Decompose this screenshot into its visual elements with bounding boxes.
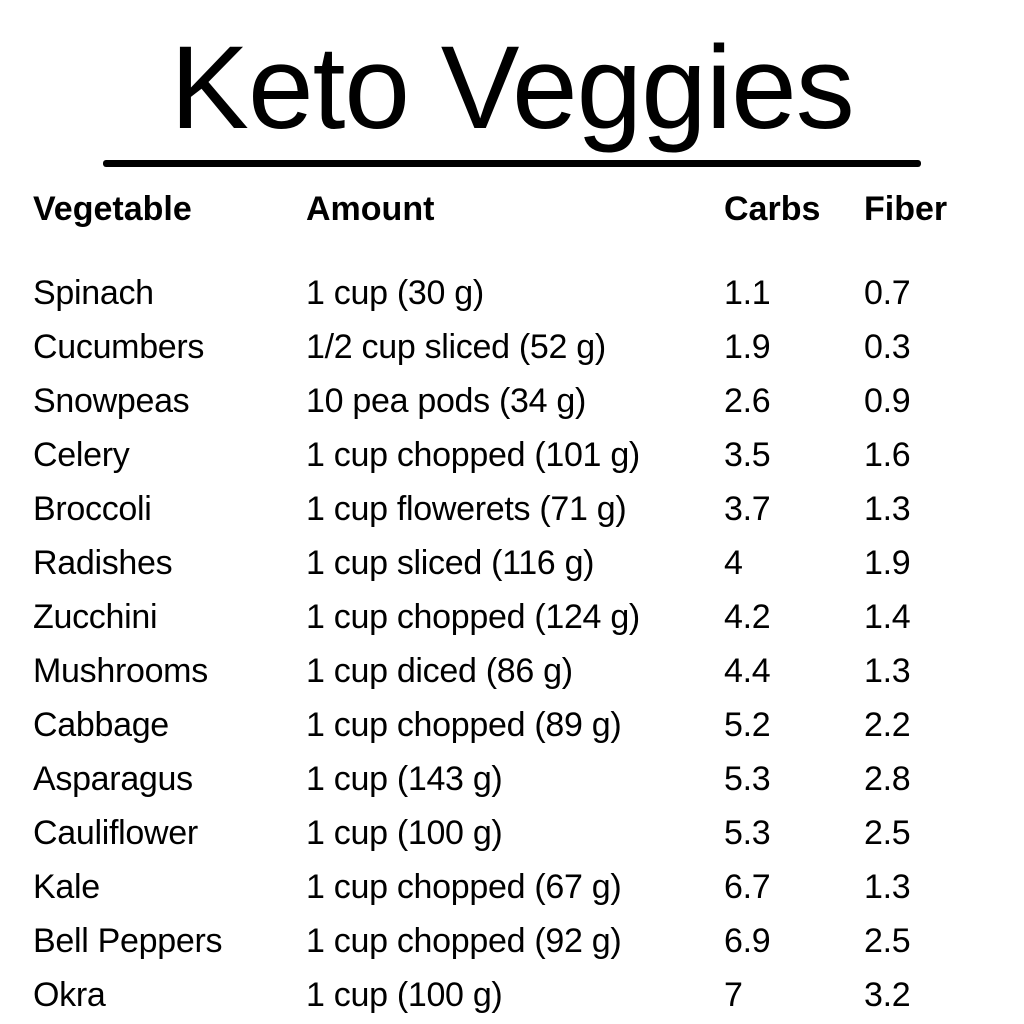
table-row: Zucchini 1 cup chopped (124 g) 4.2 1.4 bbox=[0, 590, 1024, 644]
header-amount: Amount bbox=[306, 190, 435, 228]
cell-vegetable: Cucumbers bbox=[33, 328, 205, 366]
cell-carbs: 4.2 bbox=[724, 598, 771, 636]
cell-vegetable: Snowpeas bbox=[33, 382, 190, 420]
cell-vegetable: Kale bbox=[33, 868, 100, 906]
table-row: Cucumbers 1/2 cup sliced (52 g) 1.9 0.3 bbox=[0, 320, 1024, 374]
cell-carbs: 4 bbox=[724, 544, 743, 582]
cell-amount: 1 cup chopped (124 g) bbox=[306, 598, 640, 636]
cell-amount: 1 cup chopped (67 g) bbox=[306, 868, 622, 906]
cell-amount: 10 pea pods (34 g) bbox=[306, 382, 587, 420]
cell-amount: 1 cup chopped (89 g) bbox=[306, 706, 622, 744]
cell-carbs: 6.9 bbox=[724, 922, 771, 960]
cell-carbs: 1.9 bbox=[724, 328, 771, 366]
cell-fiber: 2.5 bbox=[864, 922, 911, 960]
cell-vegetable: Bell Peppers bbox=[33, 922, 223, 960]
cell-amount: 1 cup chopped (101 g) bbox=[306, 436, 640, 474]
cell-carbs: 7 bbox=[724, 976, 743, 1014]
page-title: Keto Veggies bbox=[170, 22, 854, 154]
table-row: Cauliflower 1 cup (100 g) 5.3 2.5 bbox=[0, 806, 1024, 860]
cell-amount: 1 cup flowerets (71 g) bbox=[306, 490, 627, 528]
cell-amount: 1 cup (30 g) bbox=[306, 274, 484, 312]
cell-amount: 1 cup sliced (116 g) bbox=[306, 544, 595, 582]
cell-fiber: 0.3 bbox=[864, 328, 911, 366]
table-row: Snowpeas 10 pea pods (34 g) 2.6 0.9 bbox=[0, 374, 1024, 428]
cell-fiber: 1.3 bbox=[864, 868, 911, 906]
cell-fiber: 3.2 bbox=[864, 976, 911, 1014]
cell-amount: 1 cup diced (86 g) bbox=[306, 652, 573, 690]
cell-vegetable: Cauliflower bbox=[33, 814, 198, 852]
cell-fiber: 2.2 bbox=[864, 706, 911, 744]
table-row: Bell Peppers 1 cup chopped (92 g) 6.9 2.5 bbox=[0, 914, 1024, 968]
table-row: Okra 1 cup (100 g) 7 3.2 bbox=[0, 968, 1024, 1022]
cell-carbs: 2.6 bbox=[724, 382, 771, 420]
table-row: Radishes 1 cup sliced (116 g) 4 1.9 bbox=[0, 536, 1024, 590]
cell-fiber: 0.9 bbox=[864, 382, 911, 420]
cell-carbs: 3.7 bbox=[724, 490, 771, 528]
cell-carbs: 5.2 bbox=[724, 706, 771, 744]
cell-carbs: 5.3 bbox=[724, 760, 771, 798]
cell-fiber: 1.6 bbox=[864, 436, 911, 474]
cell-fiber: 2.8 bbox=[864, 760, 911, 798]
cell-fiber: 2.5 bbox=[864, 814, 911, 852]
cell-carbs: 3.5 bbox=[724, 436, 771, 474]
table-row: Asparagus 1 cup (143 g) 5.3 2.8 bbox=[0, 752, 1024, 806]
cell-fiber: 1.3 bbox=[864, 490, 911, 528]
header-carbs: Carbs bbox=[724, 190, 821, 228]
cell-amount: 1/2 cup sliced (52 g) bbox=[306, 328, 606, 366]
cell-vegetable: Cabbage bbox=[33, 706, 169, 744]
cell-fiber: 1.4 bbox=[864, 598, 911, 636]
header-fiber: Fiber bbox=[864, 190, 948, 228]
cell-vegetable: Broccoli bbox=[33, 490, 152, 528]
table-row: Celery 1 cup chopped (101 g) 3.5 1.6 bbox=[0, 428, 1024, 482]
cell-vegetable: Radishes bbox=[33, 544, 173, 582]
cell-amount: 1 cup chopped (92 g) bbox=[306, 922, 622, 960]
cell-carbs: 6.7 bbox=[724, 868, 771, 906]
cell-amount: 1 cup (100 g) bbox=[306, 976, 503, 1014]
table-row: Mushrooms 1 cup diced (86 g) 4.4 1.3 bbox=[0, 644, 1024, 698]
cell-amount: 1 cup (100 g) bbox=[306, 814, 503, 852]
cell-carbs: 1.1 bbox=[724, 274, 771, 312]
cell-fiber: 1.9 bbox=[864, 544, 911, 582]
cell-vegetable: Celery bbox=[33, 436, 130, 474]
cell-vegetable: Mushrooms bbox=[33, 652, 208, 690]
cell-amount: 1 cup (143 g) bbox=[306, 760, 503, 798]
header-vegetable: Vegetable bbox=[33, 190, 192, 228]
cell-fiber: 0.7 bbox=[864, 274, 911, 312]
table-row: Broccoli 1 cup flowerets (71 g) 3.7 1.3 bbox=[0, 482, 1024, 536]
cell-fiber: 1.3 bbox=[864, 652, 911, 690]
cell-carbs: 5.3 bbox=[724, 814, 771, 852]
table-row: Spinach 1 cup (30 g) 1.1 0.7 bbox=[0, 266, 1024, 320]
title-divider bbox=[103, 160, 921, 167]
cell-vegetable: Zucchini bbox=[33, 598, 158, 636]
table-header-row: Vegetable Amount Carbs Fiber bbox=[0, 186, 1024, 232]
cell-vegetable: Okra bbox=[33, 976, 106, 1014]
table-row: Cabbage 1 cup chopped (89 g) 5.2 2.2 bbox=[0, 698, 1024, 752]
cell-carbs: 4.4 bbox=[724, 652, 771, 690]
table-row: Kale 1 cup chopped (67 g) 6.7 1.3 bbox=[0, 860, 1024, 914]
cell-vegetable: Spinach bbox=[33, 274, 154, 312]
cell-vegetable: Asparagus bbox=[33, 760, 193, 798]
